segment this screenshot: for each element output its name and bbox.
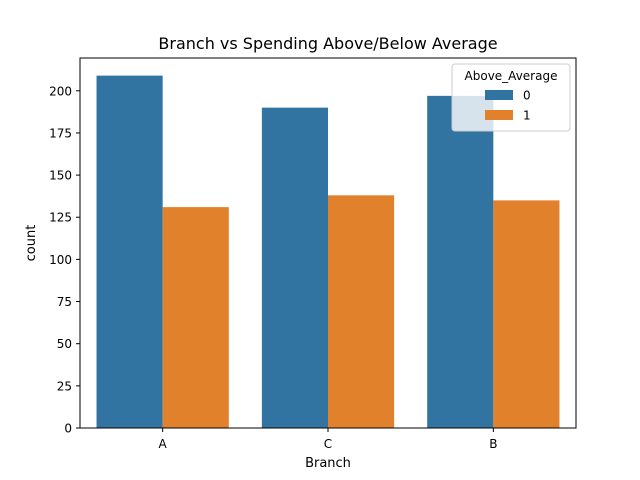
legend-title: Above_Average <box>465 69 558 83</box>
y-tick-label: 25 <box>57 379 72 393</box>
x-axis-label: Branch <box>305 456 351 471</box>
bar-B-series-1 <box>493 200 560 428</box>
x-tick-label: B <box>489 437 497 451</box>
legend-label-0: 0 <box>523 89 531 103</box>
y-tick-label: 0 <box>64 422 72 436</box>
legend-label-1: 1 <box>523 109 531 123</box>
y-axis-label: count <box>24 225 39 262</box>
y-axis: 0 25 50 75 100 125 150 175 200 <box>49 84 80 436</box>
plot-frame <box>79 57 577 429</box>
bars-group <box>96 75 560 429</box>
bar-C-series-1 <box>328 195 395 428</box>
y-tick-label: 150 <box>49 169 72 183</box>
x-tick-label: A <box>159 437 168 451</box>
y-tick-label: 100 <box>49 253 72 267</box>
x-tick-label: C <box>324 437 332 451</box>
y-tick-label: 50 <box>57 337 72 351</box>
chart-title: Branch vs Spending Above/Below Average <box>158 34 497 53</box>
legend-swatch-0 <box>485 90 513 100</box>
y-tick-label: 200 <box>49 84 72 98</box>
y-tick-label: 75 <box>57 295 72 309</box>
legend: Above_Average 0 1 <box>451 63 571 132</box>
bar-B-series-0 <box>427 95 494 428</box>
bar-A-series-0 <box>96 75 163 429</box>
bar-A-series-1 <box>162 207 229 428</box>
bar-C-series-0 <box>261 107 328 429</box>
y-tick-label: 125 <box>49 211 72 225</box>
legend-swatch-1 <box>485 110 513 120</box>
y-tick-label: 175 <box>49 126 72 140</box>
